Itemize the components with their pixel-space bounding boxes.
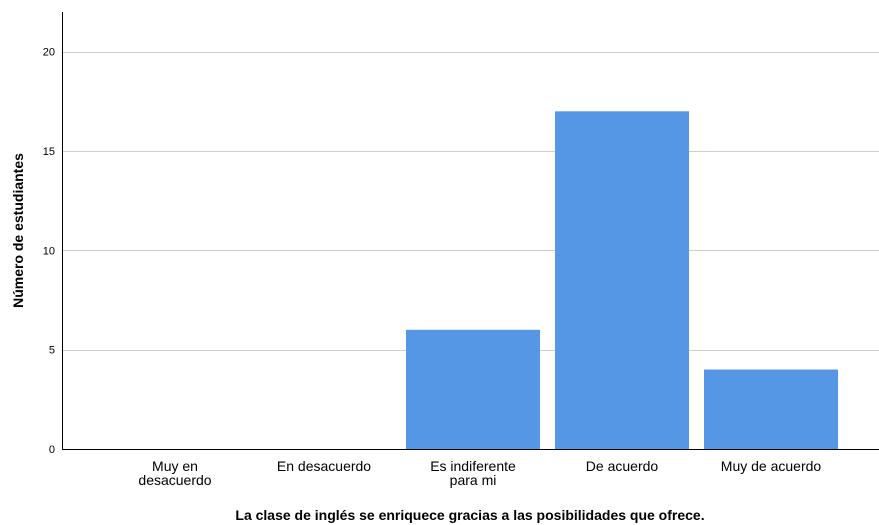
x-category-label-line: Muy de acuerdo: [721, 458, 822, 474]
grid-lines: [62, 52, 879, 351]
x-category-label-line: para mi: [450, 472, 497, 488]
y-tick-label: 20: [43, 47, 55, 59]
bar: [704, 369, 838, 449]
y-tick-label: 10: [43, 245, 55, 257]
x-category-label: Es indiferente para mi: [430, 458, 516, 488]
bars: [406, 111, 838, 450]
y-axis-title: Número de estudiantes: [10, 153, 26, 308]
x-category-label: Muy en desacuerdo: [138, 458, 211, 488]
x-category-label: De acuerdo: [586, 458, 659, 474]
x-category-label-line: En desacuerdo: [277, 458, 371, 474]
x-axis-title: La clase de inglés se enriquece gracias …: [235, 507, 704, 523]
x-category-label: Muy de acuerdo: [721, 458, 822, 474]
axes: [62, 12, 879, 450]
y-tick-label: 0: [49, 444, 55, 456]
x-category-labels: Muy en desacuerdo En desacuerdo Es indifere…: [138, 458, 821, 488]
x-category-label-line: Muy en: [152, 458, 198, 474]
y-tick-labels: 0 5 10 15 20: [43, 47, 55, 456]
x-category-label-line: desacuerdo: [138, 472, 211, 488]
x-category-label-line: De acuerdo: [586, 458, 659, 474]
y-tick-label: 15: [43, 146, 55, 158]
x-category-label: En desacuerdo: [277, 458, 371, 474]
bar: [555, 111, 689, 450]
y-tick-label: 5: [49, 345, 55, 357]
x-category-label-line: Es indiferente: [430, 458, 516, 474]
bar: [406, 329, 540, 449]
